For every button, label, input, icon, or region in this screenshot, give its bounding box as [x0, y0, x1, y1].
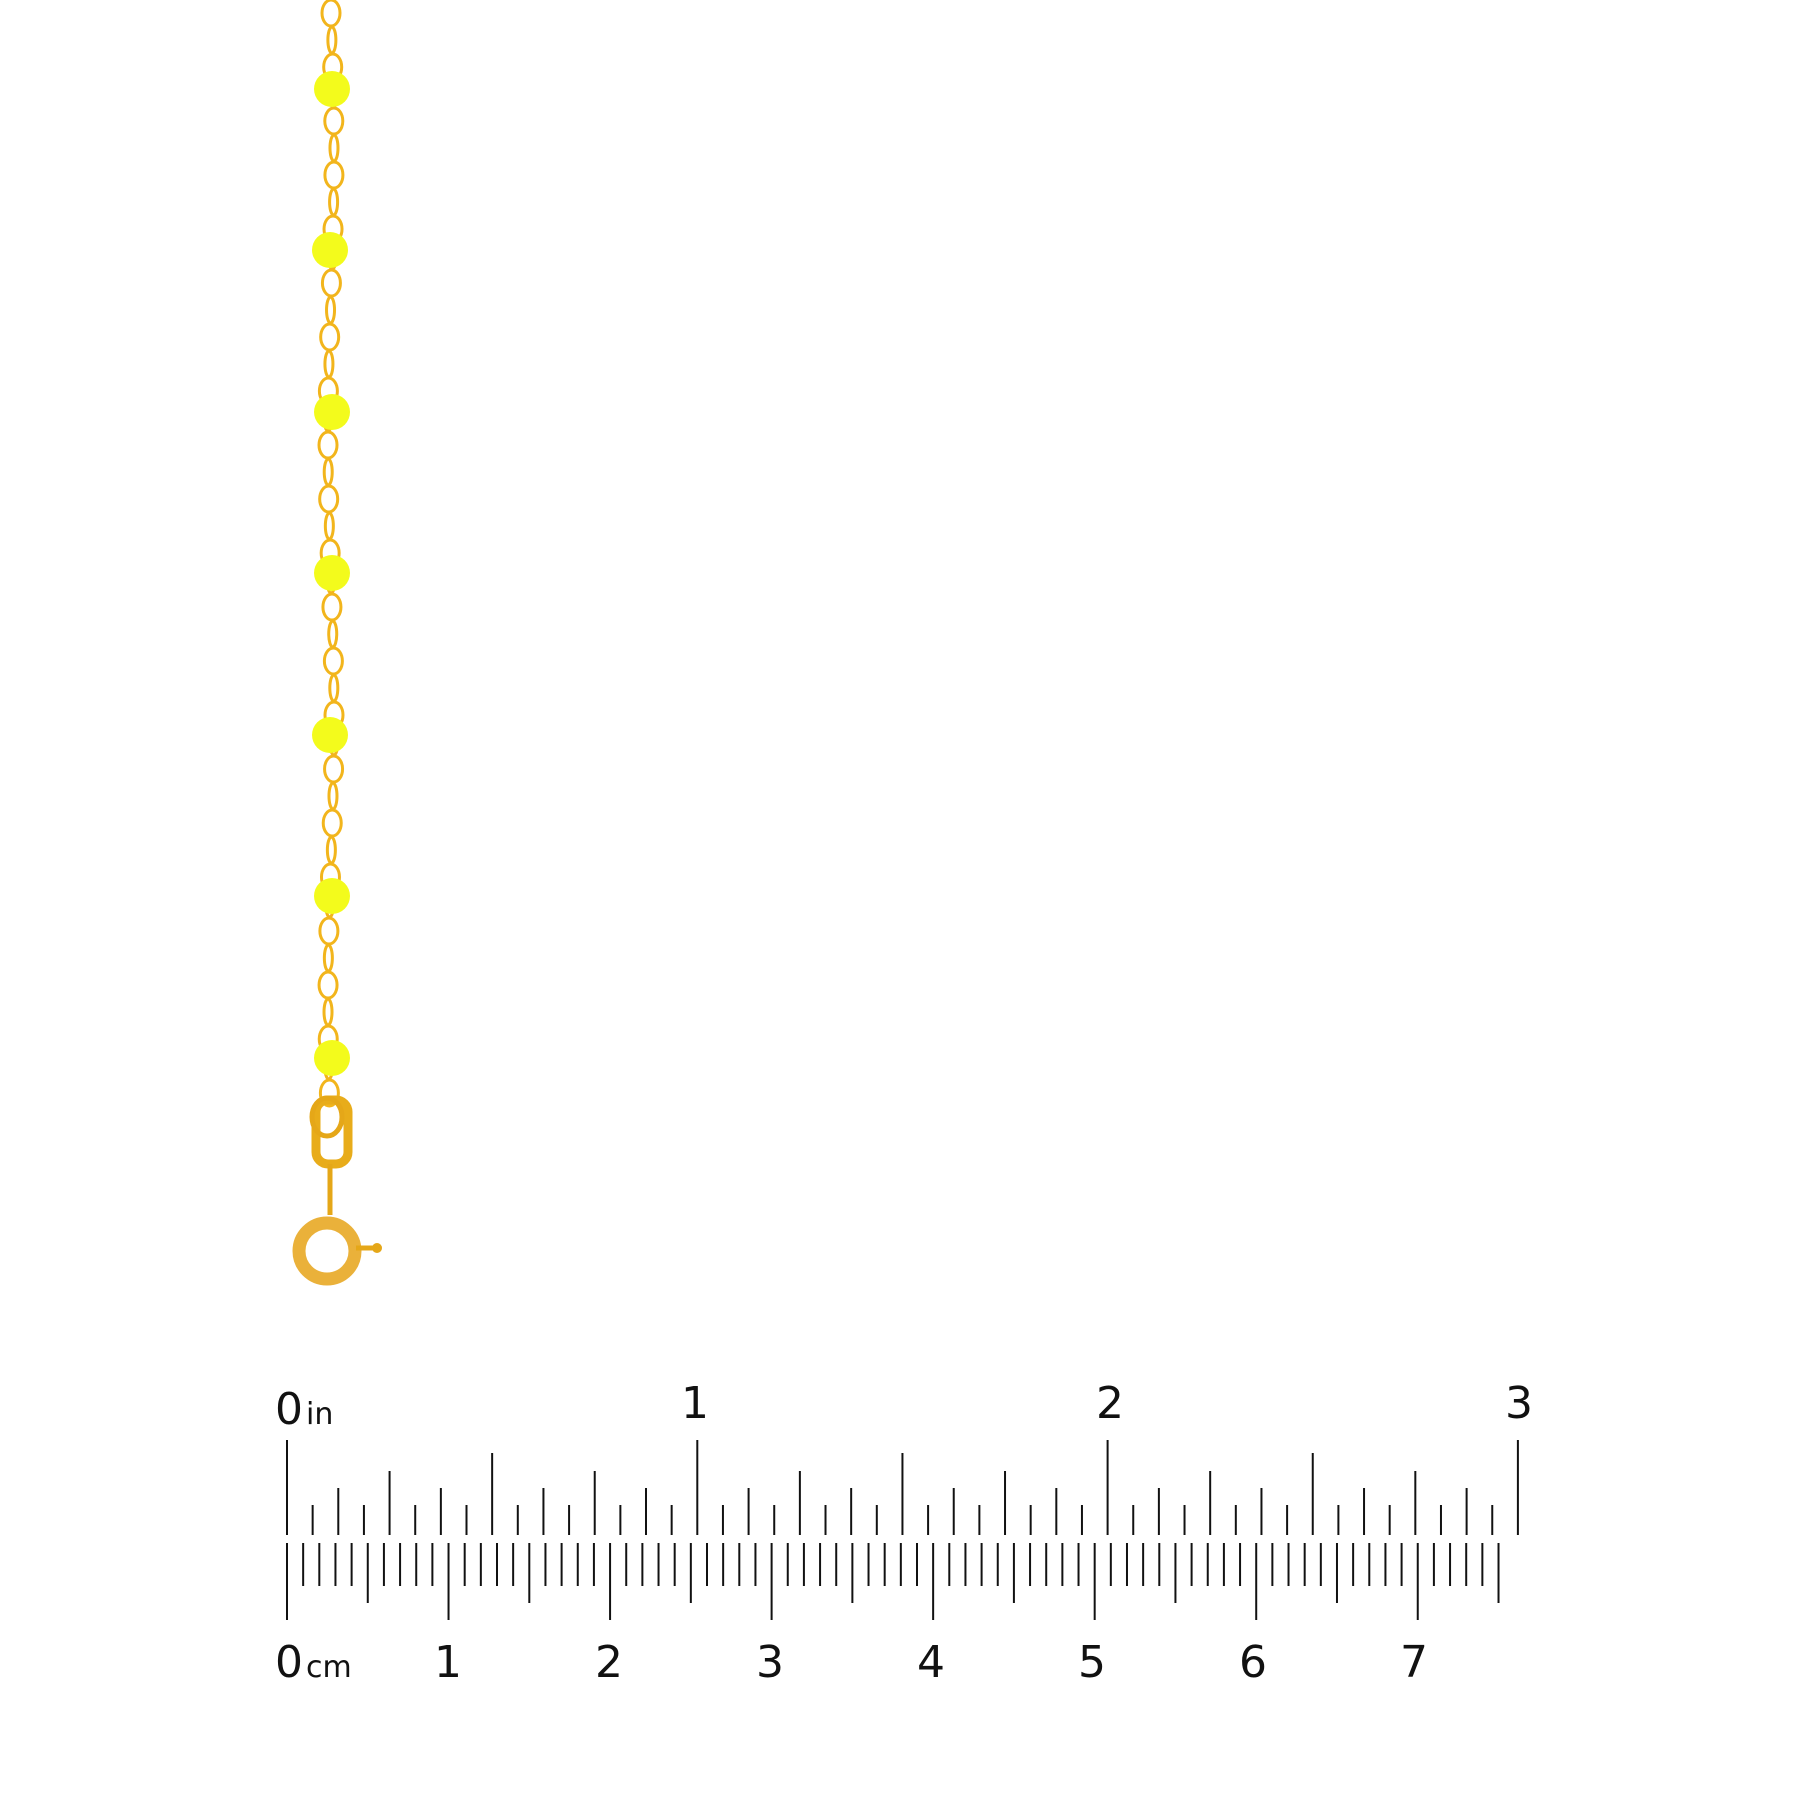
cm-label-5: 5	[1078, 1637, 1106, 1688]
cm-label-1: 1	[434, 1637, 462, 1688]
enamel-bead	[314, 555, 350, 591]
chain-link	[328, 187, 340, 217]
cm-unit-label: cm	[306, 1650, 352, 1685]
chain-link	[319, 322, 341, 352]
chain-link	[321, 592, 343, 622]
enamel-bead	[314, 878, 350, 914]
jump-ring	[309, 1095, 345, 1139]
chain-link	[323, 511, 335, 541]
enamel-bead	[312, 232, 348, 268]
enamel-bead	[314, 1040, 350, 1076]
chain-link	[323, 106, 345, 136]
chain-link	[320, 268, 342, 298]
chain-link	[328, 673, 340, 703]
chain-link	[318, 484, 340, 514]
chain-link	[318, 916, 340, 946]
cm-label-6: 6	[1239, 1637, 1267, 1688]
chain-link	[322, 943, 334, 973]
enamel-bead	[312, 717, 348, 753]
chain-link	[323, 754, 345, 784]
chain-link	[327, 781, 339, 811]
chain-link	[322, 457, 334, 487]
cm-label-4: 4	[917, 1637, 945, 1688]
chain-link	[325, 295, 337, 325]
inch-label-0: 0	[275, 1384, 303, 1435]
cm-labels: 0 cm 1 2 3 4 5 6 7	[275, 1637, 1428, 1688]
chain-link	[327, 619, 339, 649]
enamel-bead	[314, 394, 350, 430]
chain-link	[323, 160, 345, 190]
yellow-bead-chain	[312, 0, 350, 1108]
measurement-ruler: 0 in 1 2 3 0 cm 1 2 3 4 5 6 7	[275, 1378, 1533, 1688]
chain-link	[317, 430, 339, 460]
inch-label-3: 3	[1505, 1378, 1533, 1429]
cm-ticks	[286, 1543, 1500, 1620]
chain-link	[328, 133, 340, 163]
chain-link	[321, 808, 343, 838]
cm-label-7: 7	[1400, 1637, 1428, 1688]
inch-ticks	[286, 1440, 1519, 1535]
inch-label-1: 1	[681, 1378, 709, 1429]
chain-link	[323, 349, 335, 379]
inch-unit-label: in	[306, 1397, 333, 1432]
inch-label-2: 2	[1096, 1378, 1124, 1429]
chain-link	[320, 0, 342, 28]
spring-ring-clasp	[292, 1095, 382, 1286]
chain-link	[325, 835, 337, 865]
chain-link	[317, 970, 339, 1000]
chain-link	[322, 997, 334, 1027]
inch-labels: 0 in 1 2 3	[275, 1378, 1533, 1435]
chain-link	[318, 1078, 340, 1108]
clasp-ring	[292, 1216, 362, 1286]
cm-label-0: 0	[275, 1637, 303, 1688]
cm-label-2: 2	[595, 1637, 623, 1688]
chain-link	[322, 646, 344, 676]
enamel-bead	[314, 71, 350, 107]
chain-link	[326, 25, 338, 55]
cm-label-3: 3	[756, 1637, 784, 1688]
